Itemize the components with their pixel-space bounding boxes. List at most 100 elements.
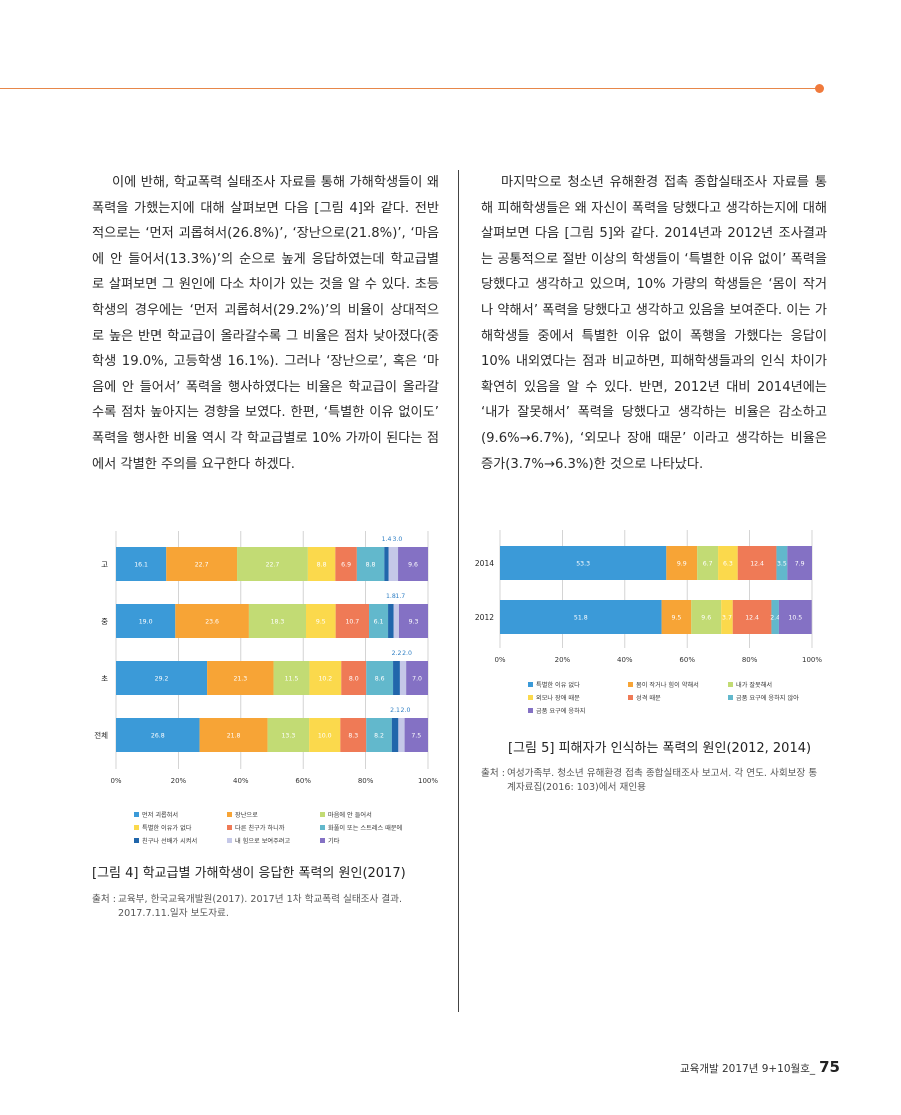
- right-column: 마지막으로 청소년 유해환경 접촉 종합실태조사 자료를 통해 피해학생들은 왜…: [481, 170, 827, 477]
- x-tick-label: 100%: [418, 777, 438, 785]
- header-dot: [815, 84, 824, 93]
- chart4-svg: 0% 20% 40% 60% 80% 100% 고 16.1 22.7 22.7 8.8 6.9 8.8…: [94, 531, 438, 845]
- figure4-chart: 0% 20% 40% 60% 80% 100% 고 16.1 22.7 22.7 8.8 6.9 8.8…: [88, 525, 448, 855]
- legend-swatch: [728, 682, 733, 687]
- legend-label: 성격 때문: [636, 694, 661, 702]
- bar-segment: [207, 661, 274, 695]
- bar-segment: [404, 718, 428, 752]
- category-label: 2014: [475, 559, 494, 568]
- legend-swatch: [227, 825, 232, 830]
- legend-swatch: [134, 812, 139, 817]
- legend-label: 내 힘으로 보여주려고: [235, 837, 290, 845]
- footer-text: 교육개발 2017년 9+10월호_: [680, 1063, 816, 1075]
- bar-segment: [175, 604, 249, 638]
- bar-segment: [366, 718, 392, 752]
- data-label: 9.6: [701, 615, 711, 622]
- data-label: 8.8: [366, 562, 376, 569]
- legend-swatch: [628, 695, 633, 700]
- figure4-caption: [그림 4] 학교급별 가해학생이 응답한 폭력의 원인(2017): [92, 866, 406, 881]
- data-label: 16.1: [134, 562, 148, 569]
- legend-label: 친구나 선배가 시켜서: [142, 837, 197, 845]
- bar-segment: [500, 546, 667, 580]
- data-label: 3.5: [777, 561, 787, 568]
- x-tick-label: 80%: [742, 656, 758, 664]
- figure5-chart: 0% 20% 40% 60% 80% 100% 2014 53.3 9.9 6.7 6.3 12.4 3…: [472, 530, 822, 730]
- bar-segment: [398, 604, 428, 638]
- bar-segment: [393, 604, 399, 638]
- bar-segment: [398, 718, 405, 752]
- bar-segment: [166, 547, 238, 581]
- bar-segment: [697, 546, 719, 580]
- bar-segment: [267, 718, 310, 752]
- x-tick-label: 100%: [802, 656, 822, 664]
- legend-swatch: [528, 682, 533, 687]
- bar-segment: [718, 546, 738, 580]
- legend-label: 몸이 작거나 힘이 약해서: [636, 681, 699, 689]
- data-label: 29.2: [155, 676, 169, 683]
- legend-label: 먼저 괴롭혀서: [142, 811, 178, 819]
- data-label: 7.9: [795, 561, 805, 568]
- data-label: 26.8: [151, 733, 165, 740]
- data-label: 23.6: [205, 619, 219, 626]
- data-label: 6.9: [341, 562, 351, 569]
- bar-segment: [399, 661, 407, 695]
- legend-label: 특별한 이유 없다: [536, 681, 580, 689]
- page-footer: 교육개발 2017년 9+10월호_ 75: [680, 1058, 840, 1076]
- bar-segment: [335, 547, 357, 581]
- bar-segment: [737, 546, 777, 580]
- legend-label: 금품 요구에 응하지 않아: [736, 694, 799, 702]
- data-label-above: 3.0: [392, 536, 402, 543]
- bar-segment: [366, 661, 394, 695]
- data-label: 21.8: [227, 733, 241, 740]
- x-tick-label: 20%: [171, 777, 187, 785]
- bar-segment: [116, 718, 200, 752]
- legend-swatch: [528, 708, 533, 713]
- data-label-above: 2.0: [401, 707, 411, 714]
- legend-label: 금품 요구에 응하지: [536, 707, 585, 715]
- bar-segment: [237, 547, 308, 581]
- legend-swatch: [320, 825, 325, 830]
- bar-segment: [199, 718, 268, 752]
- data-label-above: 1.8: [386, 593, 396, 600]
- bar-segment: [309, 661, 342, 695]
- data-label-above: 1.7: [395, 593, 405, 600]
- legend-swatch: [227, 812, 232, 817]
- x-tick-label: 0%: [494, 656, 505, 664]
- data-label: 12.4: [750, 561, 764, 568]
- bar-segment: [309, 718, 341, 752]
- data-label: 9.9: [677, 561, 687, 568]
- data-label-above: 1.4: [382, 536, 392, 543]
- category-label: 2012: [475, 613, 494, 622]
- legend-label: 마음에 안 들어서: [328, 811, 372, 819]
- bar-segment: [335, 604, 370, 638]
- category-label: 전체: [94, 730, 108, 740]
- bar-segment: [771, 600, 779, 634]
- legend-label: 다른 친구가 하니까: [235, 824, 285, 832]
- bar-segment: [393, 661, 400, 695]
- page-number: 75: [819, 1058, 840, 1076]
- data-label: 9.6: [408, 562, 418, 569]
- data-label: 6.3: [723, 561, 733, 568]
- legend-label: 화풀이 또는 스트레스 때문에: [328, 824, 403, 832]
- right-paragraph: 마지막으로 청소년 유해환경 접촉 종합실태조사 자료를 통해 피해학생들은 왜…: [481, 175, 827, 472]
- data-label: 10.5: [788, 615, 802, 622]
- data-label: 18.3: [271, 619, 285, 626]
- bar-segment: [391, 718, 399, 752]
- figure4-source: 출처 : 교육부, 한국교육개발원(2017). 2017년 1차 학교폭력 실…: [92, 893, 442, 923]
- category-label: 고: [101, 560, 108, 569]
- data-label: 53.3: [576, 561, 590, 568]
- bar-segment: [388, 604, 394, 638]
- figure5-caption: [그림 5] 피해자가 인식하는 폭력의 원인(2012, 2014): [508, 741, 812, 756]
- bar-segment: [388, 547, 399, 581]
- data-label: 22.7: [195, 562, 209, 569]
- bar-segment: [340, 718, 367, 752]
- legend-swatch: [320, 838, 325, 843]
- legend-swatch: [134, 825, 139, 830]
- data-label: 7.0: [412, 676, 422, 683]
- legend-label: 장난으로: [235, 811, 258, 819]
- legend-swatch: [320, 812, 325, 817]
- legend-swatch: [728, 695, 733, 700]
- figure5-source: 출처 : 여성가족부. 청소년 유해환경 접촉 종합실태조사 보고서. 각 연도…: [481, 767, 826, 797]
- figure5-source-text: 여성가족부. 청소년 유해환경 접촉 종합실태조사 보고서. 각 연도. 사회보…: [507, 768, 818, 793]
- left-column: 이에 반해, 학교폭력 실태조사 자료를 통해 가해학생들이 왜 폭력을 가했는…: [92, 170, 439, 477]
